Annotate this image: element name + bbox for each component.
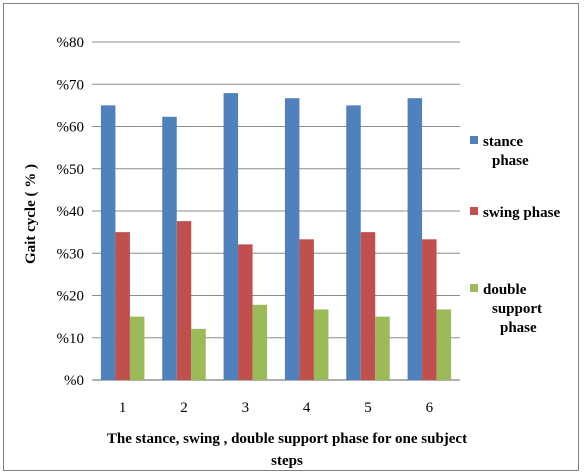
x-tick-label: 2	[180, 400, 188, 416]
bars	[100, 93, 452, 380]
bar-swing-phase-2	[176, 221, 192, 380]
bar-swing-phase-1	[115, 232, 130, 380]
y-tick-label: %0	[64, 373, 84, 389]
x-axis-title-line-2: steps	[271, 453, 303, 469]
x-axis-title-line-1: The stance, swing , double support phase…	[107, 431, 467, 447]
legend-label: stance	[483, 134, 523, 150]
x-tick-label: 6	[426, 400, 434, 416]
y-tick-label: %50	[57, 162, 85, 178]
bar-double-support-phase-1	[129, 316, 145, 380]
bar-double-support-phase-5	[375, 316, 390, 380]
legend-label: phase	[492, 153, 529, 169]
y-axis-ticks: %0 %10 %20 %30 %40 %50 %60 %70 %80	[57, 35, 85, 389]
y-tick-label: %40	[57, 204, 85, 220]
bar-double-support-phase-2	[191, 328, 206, 380]
bar-swing-phase-6	[422, 239, 437, 380]
y-tick-label: %60	[57, 120, 85, 136]
legend-swatch	[470, 284, 478, 292]
x-axis-ticks: 1 2 3 4 5 6	[119, 400, 434, 416]
bar-swing-phase-3	[238, 244, 253, 380]
bar-stance-phase-5	[346, 105, 361, 380]
bar-stance-phase-1	[100, 105, 116, 380]
y-tick-label: %20	[57, 289, 85, 305]
legend-label: phase	[500, 320, 537, 336]
bar-double-support-phase-6	[436, 309, 452, 380]
legend-label: double	[483, 282, 527, 298]
bar-stance-phase-4	[284, 98, 300, 380]
bar-swing-phase-5	[360, 232, 376, 380]
legend-swatch	[470, 136, 478, 144]
y-tick-label: %70	[57, 77, 85, 93]
legend-swatch	[470, 207, 478, 215]
y-tick-label: %10	[57, 331, 85, 347]
legend-label: swing phase	[483, 205, 560, 221]
bar-stance-phase-3	[223, 93, 239, 380]
y-axis-title: Gait cycle ( % )	[23, 164, 39, 264]
gridlines	[92, 41, 460, 381]
legend-label: support	[492, 301, 542, 317]
bar-stance-phase-2	[162, 116, 177, 380]
bar-swing-phase-4	[299, 239, 314, 380]
y-tick-label: %80	[57, 35, 85, 51]
bar-double-support-phase-4	[313, 309, 329, 380]
bar-stance-phase-6	[407, 98, 423, 380]
x-tick-label: 3	[242, 400, 250, 416]
x-tick-label: 1	[119, 400, 127, 416]
legend: stance phase swing phase double support phase	[470, 134, 560, 336]
x-tick-label: 5	[364, 400, 372, 416]
y-tick-label: %30	[57, 246, 85, 262]
x-tick-label: 4	[303, 400, 311, 416]
bar-double-support-phase-3	[252, 304, 268, 380]
